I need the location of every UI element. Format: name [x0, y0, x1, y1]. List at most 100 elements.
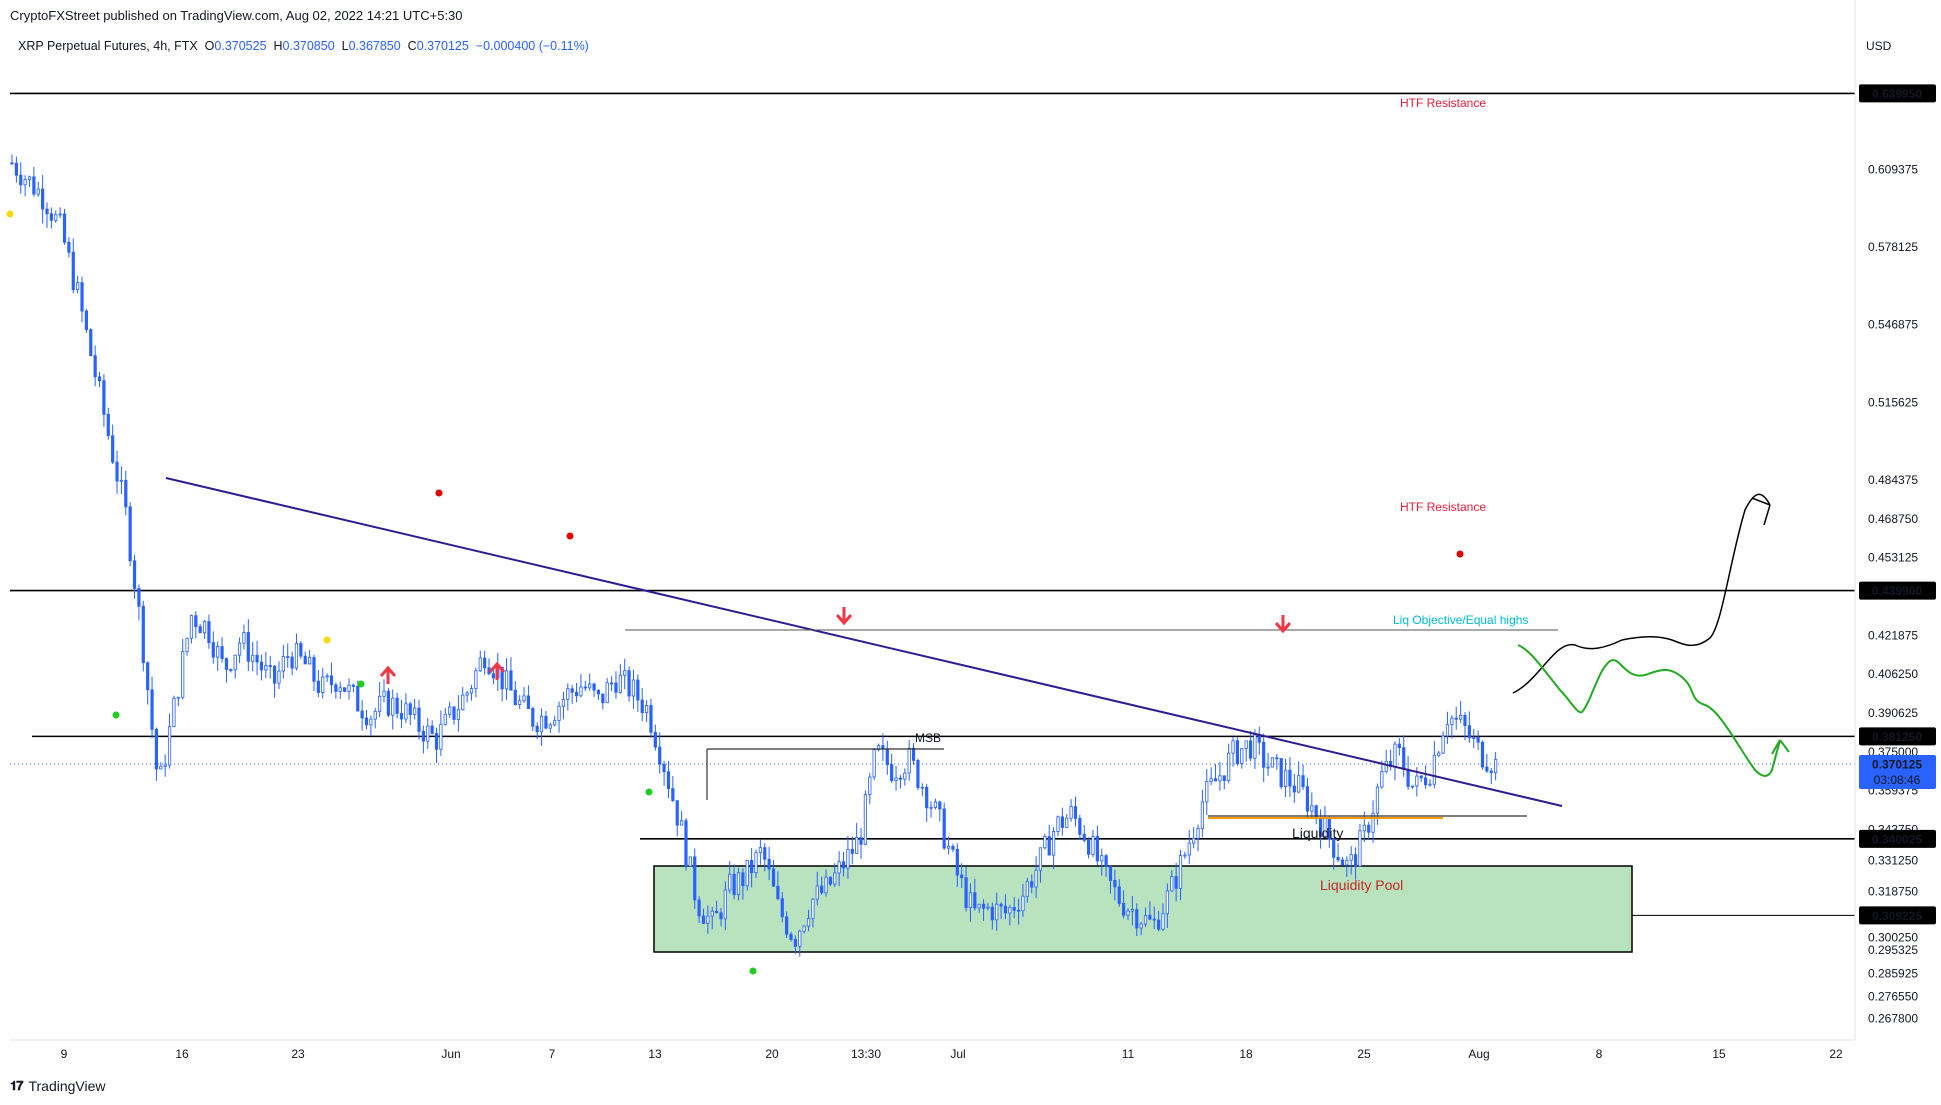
- candle-body: [386, 690, 390, 716]
- candle-body: [688, 856, 692, 867]
- level-price-tag[interactable]: 0.639950: [1859, 84, 1936, 103]
- candle-body: [1467, 725, 1471, 739]
- candle: [443, 707, 447, 726]
- candle: [343, 687, 347, 693]
- candle-body: [1117, 886, 1121, 904]
- candle: [45, 202, 49, 229]
- down-arrow-icon: [1274, 615, 1292, 634]
- candle-body: [167, 726, 172, 766]
- candle: [106, 407, 110, 440]
- candle-body: [27, 176, 32, 180]
- tradingview-footer[interactable]: 𝟏𝟕 TradingView: [10, 1078, 106, 1094]
- candle: [307, 649, 312, 665]
- candle-body: [509, 670, 513, 691]
- candle-body: [185, 637, 189, 652]
- candle: [666, 760, 671, 799]
- down-arrow-icon: [835, 607, 853, 626]
- candle: [960, 863, 964, 888]
- candle-body: [723, 889, 727, 920]
- candle: [798, 929, 802, 957]
- candle-body: [58, 213, 62, 216]
- candle-body: [483, 657, 487, 669]
- candle: [1135, 903, 1139, 937]
- candle-body: [1200, 801, 1204, 829]
- candle-body: [1126, 910, 1130, 916]
- candle-body: [378, 695, 382, 712]
- candle-body: [614, 682, 618, 693]
- candle-body: [1183, 854, 1187, 857]
- candle-body: [176, 696, 180, 699]
- current-price-tag-text: 0.370125: [1872, 758, 1922, 772]
- candle: [706, 905, 710, 934]
- candle: [539, 708, 544, 746]
- candle: [386, 688, 390, 718]
- candle: [1157, 910, 1161, 932]
- candle: [951, 843, 955, 853]
- candle-body: [181, 651, 185, 698]
- candle-body: [452, 706, 456, 720]
- candle-body: [395, 697, 399, 714]
- candle-body: [596, 689, 601, 695]
- level-price-tag[interactable]: 0.381250: [1859, 727, 1936, 746]
- level-tag-text: 0.639950: [1872, 87, 1922, 101]
- candle-body: [111, 435, 115, 463]
- price-tick-label: 0.578125: [1868, 240, 1918, 254]
- candle: [561, 691, 566, 720]
- candle: [404, 693, 408, 724]
- candle-body: [1095, 836, 1099, 862]
- candle: [986, 902, 990, 911]
- candle-body: [448, 706, 452, 715]
- candle-body: [1292, 785, 1296, 793]
- candle-body: [916, 759, 920, 788]
- candle: [272, 665, 277, 698]
- candle-body: [1165, 890, 1169, 915]
- candle: [981, 899, 986, 921]
- time-tick-label: 25: [1357, 1047, 1371, 1061]
- candle-body: [10, 162, 14, 165]
- candle: [741, 868, 745, 900]
- candle: [452, 706, 456, 725]
- candle-body: [36, 188, 40, 195]
- candle: [1152, 906, 1156, 930]
- level-price-tag[interactable]: 0.340025: [1859, 829, 1936, 848]
- candle: [299, 640, 303, 660]
- candle: [1262, 733, 1266, 782]
- candle: [1161, 903, 1165, 932]
- candle: [1047, 824, 1051, 856]
- candle: [719, 907, 723, 927]
- candle-body: [1375, 786, 1380, 814]
- candle: [128, 502, 132, 567]
- candle: [710, 906, 714, 930]
- candle: [640, 688, 644, 722]
- symbol-legend[interactable]: XRP Perpetual Futures, 4h, FTX O0.370525…: [18, 39, 589, 53]
- candle-body: [1213, 778, 1218, 782]
- candle-body: [49, 213, 53, 221]
- candle: [1073, 796, 1078, 827]
- candle: [1231, 737, 1235, 767]
- candle: [513, 681, 517, 706]
- candle-body: [1078, 818, 1082, 835]
- bearish-projection-arrowhead: [1771, 739, 1790, 755]
- candle-body: [671, 788, 675, 802]
- candle: [1494, 752, 1498, 781]
- candle: [1248, 730, 1253, 762]
- candle-body: [54, 214, 58, 221]
- candle: [80, 276, 84, 323]
- candle: [1485, 753, 1489, 773]
- candle: [58, 207, 62, 219]
- candle: [325, 673, 329, 683]
- level-price-tag[interactable]: 0.309225: [1859, 906, 1936, 925]
- candle-body: [1266, 766, 1270, 769]
- candle: [767, 846, 771, 881]
- level-price-tag[interactable]: 0.439900: [1859, 581, 1936, 600]
- countdown-tag-text: 03:08:46: [1874, 773, 1921, 787]
- candle-body: [220, 646, 224, 659]
- candle-body: [399, 713, 404, 720]
- candle-body: [478, 657, 482, 672]
- candle: [977, 903, 981, 914]
- candle-body: [1332, 838, 1336, 858]
- candle-body: [850, 849, 854, 854]
- candle-body: [277, 670, 281, 684]
